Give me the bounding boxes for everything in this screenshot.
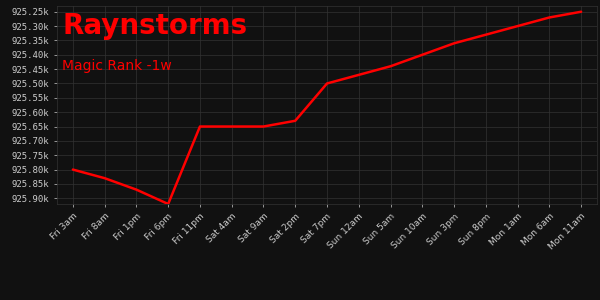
Text: Magic Rank -1w: Magic Rank -1w [62, 59, 172, 74]
Text: Raynstorms: Raynstorms [62, 12, 248, 40]
